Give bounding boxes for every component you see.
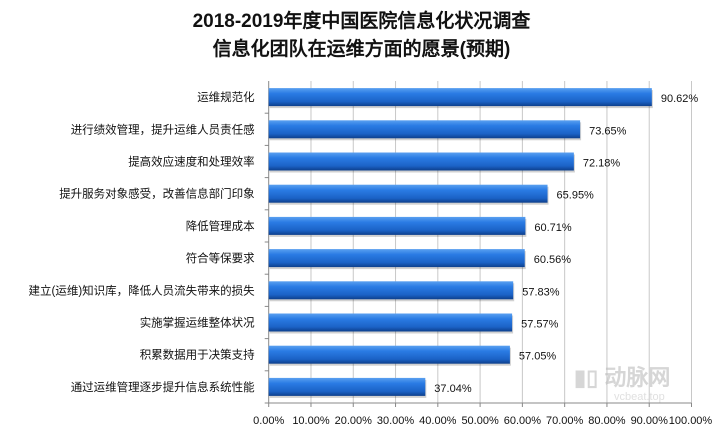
bar bbox=[268, 281, 514, 300]
data-label: 60.56% bbox=[534, 254, 572, 266]
category-label: 实施掌握运维整体状况 bbox=[140, 316, 255, 330]
x-tick-label: 40.00% bbox=[419, 415, 457, 427]
data-label: 90.62% bbox=[661, 93, 699, 105]
x-tick-label: 100.00% bbox=[669, 415, 713, 427]
x-tick-label: 80.00% bbox=[588, 415, 626, 427]
bar bbox=[268, 345, 510, 364]
category-label: 建立(运维)知识库，降低人员流失带来的损失 bbox=[29, 283, 256, 297]
x-tick-label: 70.00% bbox=[546, 415, 584, 427]
data-label: 57.05% bbox=[519, 351, 557, 363]
x-tick-label: 30.00% bbox=[377, 415, 415, 427]
data-label: 73.65% bbox=[589, 125, 627, 137]
x-tick-label: 20.00% bbox=[335, 415, 373, 427]
bar bbox=[268, 184, 548, 203]
data-label: 65.95% bbox=[557, 190, 595, 202]
data-label: 57.83% bbox=[522, 286, 560, 298]
bar bbox=[268, 88, 652, 107]
x-tick-label: 90.00% bbox=[631, 415, 669, 427]
bar bbox=[268, 313, 513, 332]
x-tick-label: 60.00% bbox=[504, 415, 542, 427]
data-label: 60.71% bbox=[534, 222, 572, 234]
category-label: 符合等保要求 bbox=[186, 251, 255, 265]
data-label: 72.18% bbox=[583, 158, 621, 170]
category-label: 提高效应速度和处理效率 bbox=[128, 155, 255, 169]
category-label: 运维规范化 bbox=[197, 90, 255, 104]
x-tick-label: 10.00% bbox=[292, 415, 330, 427]
bar bbox=[268, 120, 581, 139]
watermark-logo: ▮▯ 动脉网 bbox=[574, 365, 671, 390]
category-label: 降低管理成本 bbox=[186, 219, 255, 233]
data-label: 57.57% bbox=[521, 319, 559, 331]
category-label: 通过运维管理逐步提升信息系统性能 bbox=[71, 380, 255, 394]
chart-title: 2018-2019年度中国医院信息化状况调查 bbox=[192, 11, 531, 32]
x-tick-label: 50.00% bbox=[461, 415, 499, 427]
chart-subtitle: 信息化团队在运维方面的愿景(预期) bbox=[212, 39, 511, 60]
category-label: 积累数据用于决策支持 bbox=[140, 348, 255, 362]
category-label: 提升服务对象感受，改善信息部门印象 bbox=[59, 187, 255, 201]
bar bbox=[268, 152, 574, 171]
bar bbox=[268, 249, 525, 268]
watermark-url: vcbeat.top bbox=[614, 391, 665, 403]
bar bbox=[268, 377, 426, 396]
bar bbox=[268, 216, 526, 235]
data-label: 37.04% bbox=[434, 383, 472, 395]
x-tick-label: 0.00% bbox=[253, 415, 284, 427]
category-label: 进行绩效管理，提升运维人员责任感 bbox=[71, 122, 255, 136]
